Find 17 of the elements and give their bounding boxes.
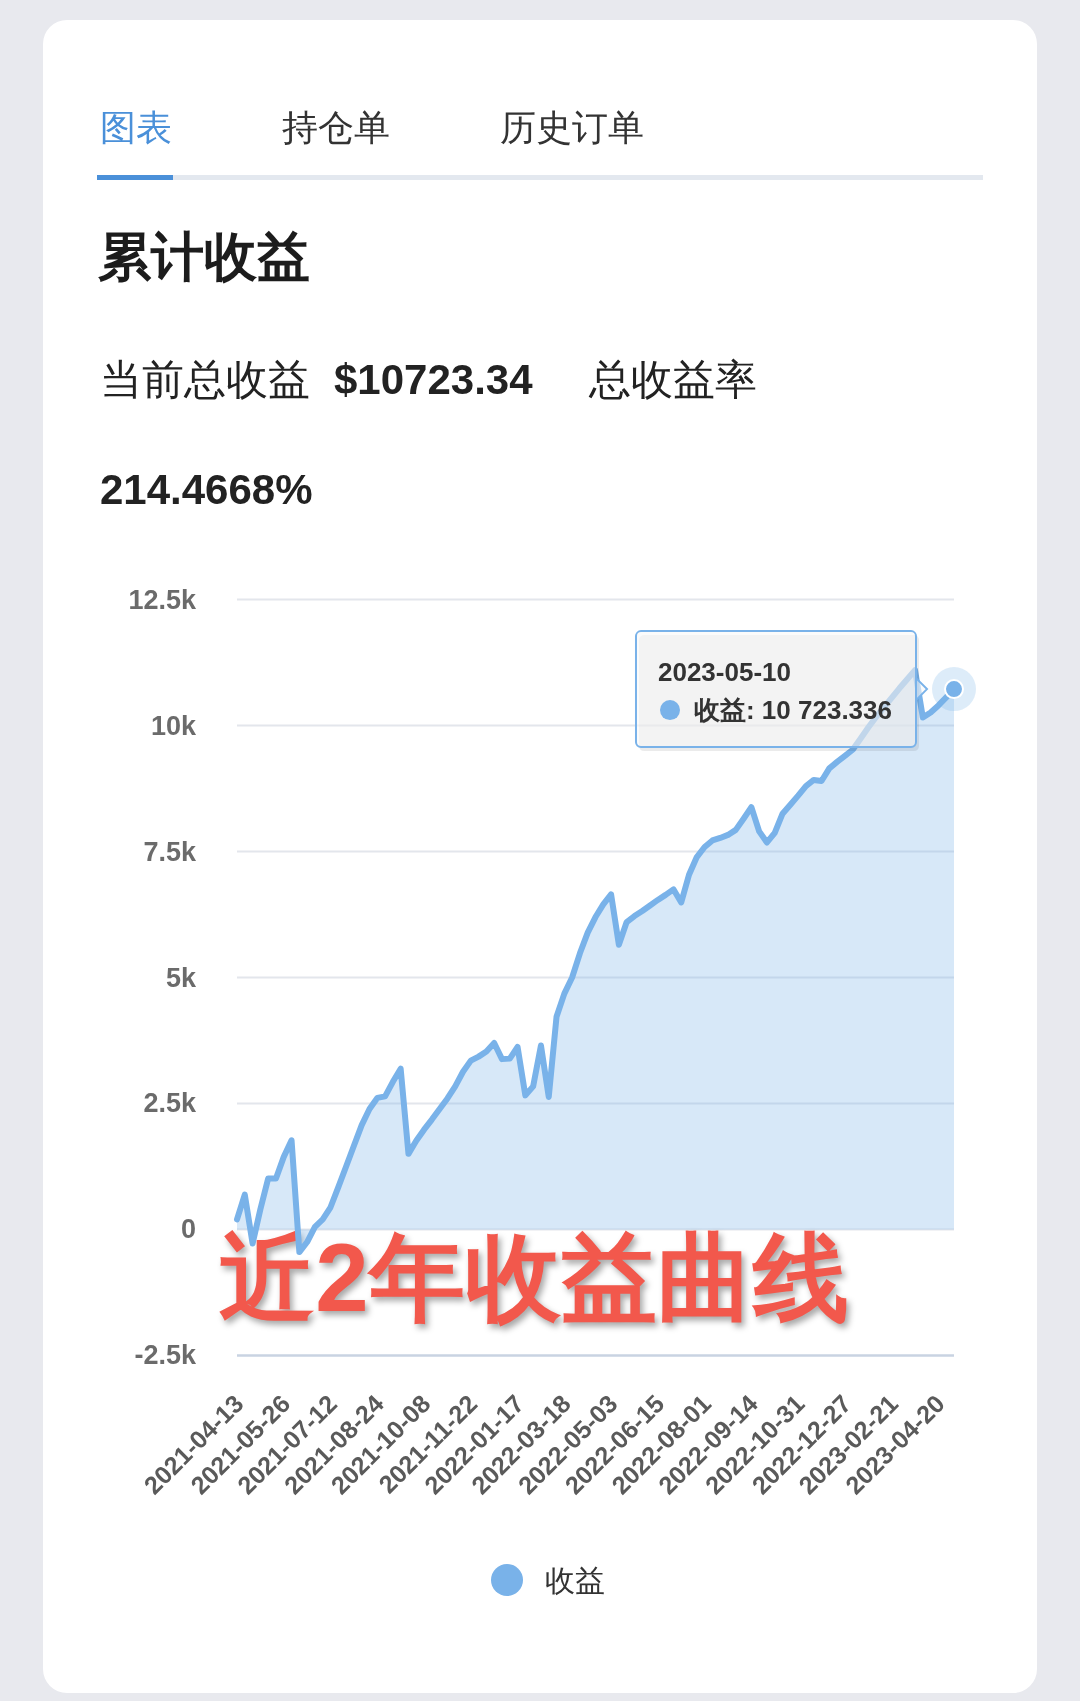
subtitle: 当前总收益 $10723.34 总收益率 214.4668%: [100, 355, 758, 515]
tab-label: 图表: [100, 106, 172, 150]
y-tick-label: 7.5k: [143, 836, 197, 867]
y-tick-label: 2.5k: [143, 1088, 197, 1119]
overlay-caption: 近2年收益曲线: [219, 1223, 849, 1331]
title: 累计收益: [98, 226, 310, 288]
legend-label: 收益: [545, 1563, 605, 1597]
legend: 收益: [491, 1563, 605, 1597]
y-tick-label: 5k: [165, 962, 197, 993]
annotation: 2023-05-10 收益: 10 723.336: [657, 657, 892, 726]
y-tick-label: 12.5k: [128, 584, 197, 615]
tab-label: 历史订单: [500, 106, 644, 150]
tooltip: 2023-05-10 收益: 10 723.336: [635, 630, 929, 752]
tab-label: 持仓单: [282, 106, 390, 150]
y-tick-label: 10k: [150, 710, 197, 741]
y-tick-label: -2.5k: [134, 1340, 197, 1371]
y-tick-label: 0: [180, 1214, 196, 1245]
